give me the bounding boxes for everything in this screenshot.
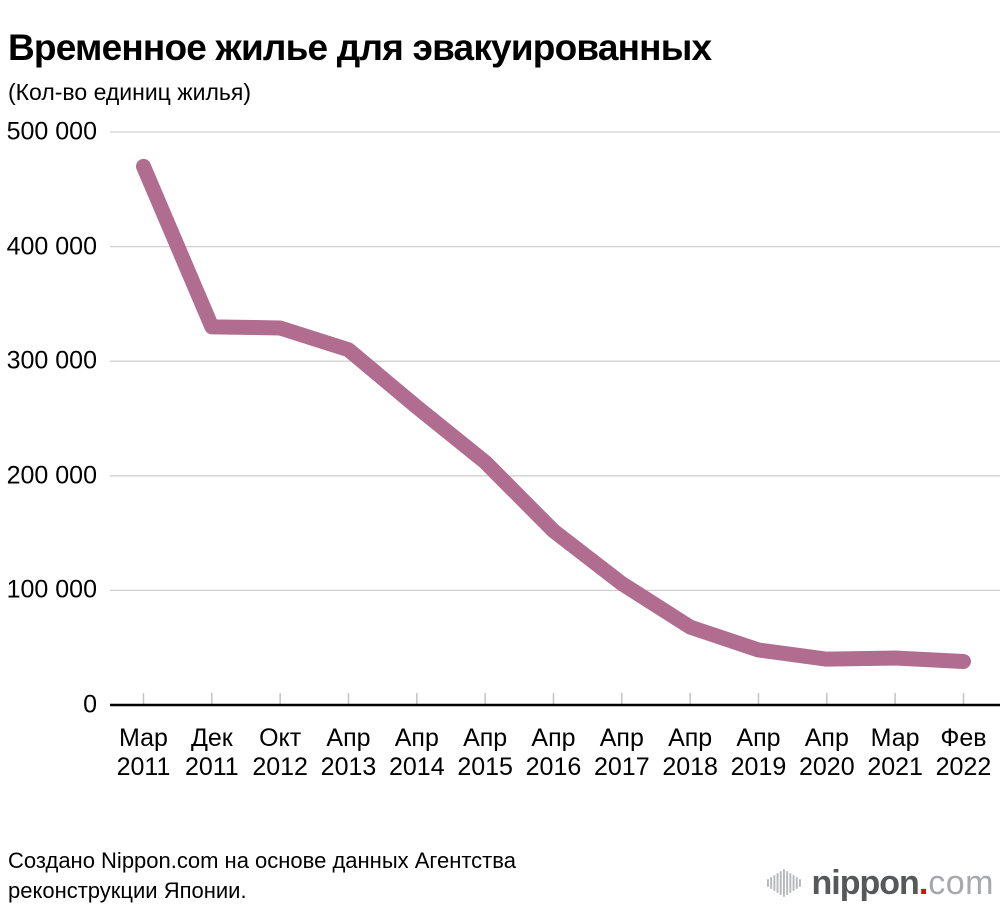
x-tick-label: Окт 2012 (210, 724, 350, 782)
soundwave-icon (766, 869, 801, 897)
x-tick-year: 2012 (252, 753, 308, 781)
y-tick-label: 0 (83, 690, 97, 719)
x-tick-label: Апр 2017 (552, 724, 692, 782)
soundwave-bar (785, 871, 788, 895)
x-tick-year: 2017 (593, 753, 650, 781)
data-line (136, 158, 971, 669)
x-tick-label: Мар 2011 (74, 724, 214, 782)
x-tick-year: 2018 (662, 753, 718, 781)
soundwave-bar (772, 875, 775, 891)
x-tick-month: Апр (531, 724, 576, 752)
x-tick-month: Фев (940, 724, 987, 752)
x-tick-year: 2011 (116, 753, 171, 781)
soundwave-bar (782, 869, 785, 897)
source-note-line2: реконструкции Японии. (8, 878, 247, 903)
x-tick-label: Дек 2011 (142, 724, 282, 782)
x-tick-label: Апр 2016 (483, 724, 623, 782)
x-tick-month: Мар (870, 724, 920, 752)
x-tick-year: 2020 (798, 753, 855, 781)
x-tick-month: Мар (119, 724, 168, 752)
soundwave-bar (766, 879, 769, 887)
logo-tld: com (928, 863, 994, 902)
x-tick-year: 2021 (867, 753, 923, 781)
x-tick-label: Мар 2021 (825, 724, 965, 782)
soundwave-bar (769, 877, 772, 889)
chart-title: Временное жилье для эвакуированных (8, 26, 712, 68)
soundwave-bar (795, 877, 798, 889)
x-tick-month: Апр (736, 724, 781, 752)
x-tick-label: Фев 2022 (893, 724, 1000, 782)
x-tick-label: Апр 2015 (415, 724, 555, 782)
x-tick-label: Апр 2014 (347, 724, 487, 782)
y-tick-label: 100 000 (6, 575, 97, 604)
soundwave-bar (776, 873, 779, 893)
x-tick-month: Дек (190, 724, 233, 752)
nippon-logo: nippon. com (766, 860, 994, 906)
x-tick-year: 2013 (320, 753, 377, 781)
y-tick-label: 500 000 (6, 117, 97, 146)
x-tick-year: 2022 (935, 753, 992, 781)
chart-subtitle: (Кол-во единиц жилья) (8, 79, 251, 105)
soundwave-bar (788, 873, 791, 893)
x-tick-month: Окт (259, 724, 302, 752)
x-tick-month: Апр (463, 724, 508, 752)
x-tick-month: Апр (599, 724, 644, 752)
x-tick-label: Апр 2018 (620, 724, 760, 782)
x-tick-year: 2016 (525, 753, 582, 781)
x-tick-month: Апр (326, 724, 371, 752)
x-tick-label: Апр 2020 (757, 724, 897, 782)
soundwave-bar (792, 875, 795, 891)
source-note: Создано Nippon.com на основе данных Аген… (8, 846, 516, 906)
x-tick-label: Апр 2019 (688, 724, 828, 782)
y-tick-label: 200 000 (6, 461, 97, 490)
x-tick-year: 2014 (389, 753, 445, 781)
y-tick-label: 400 000 (6, 232, 97, 261)
x-tick-label: Апр 2013 (278, 724, 418, 782)
y-tick-label: 300 000 (6, 346, 97, 375)
x-tick-year: 2019 (730, 753, 787, 781)
x-tick-month: Апр (394, 724, 439, 752)
x-tick-year: 2011 (184, 753, 239, 781)
soundwave-bar (798, 879, 801, 887)
logo-dot: . (918, 863, 929, 902)
x-tick-year: 2015 (457, 753, 513, 781)
logo-name: nippon (811, 863, 920, 902)
soundwave-bar (779, 871, 782, 895)
x-tick-month: Апр (804, 724, 849, 752)
source-note-line1: Создано Nippon.com на основе данных Аген… (8, 848, 516, 873)
x-tick-month: Апр (668, 724, 713, 752)
